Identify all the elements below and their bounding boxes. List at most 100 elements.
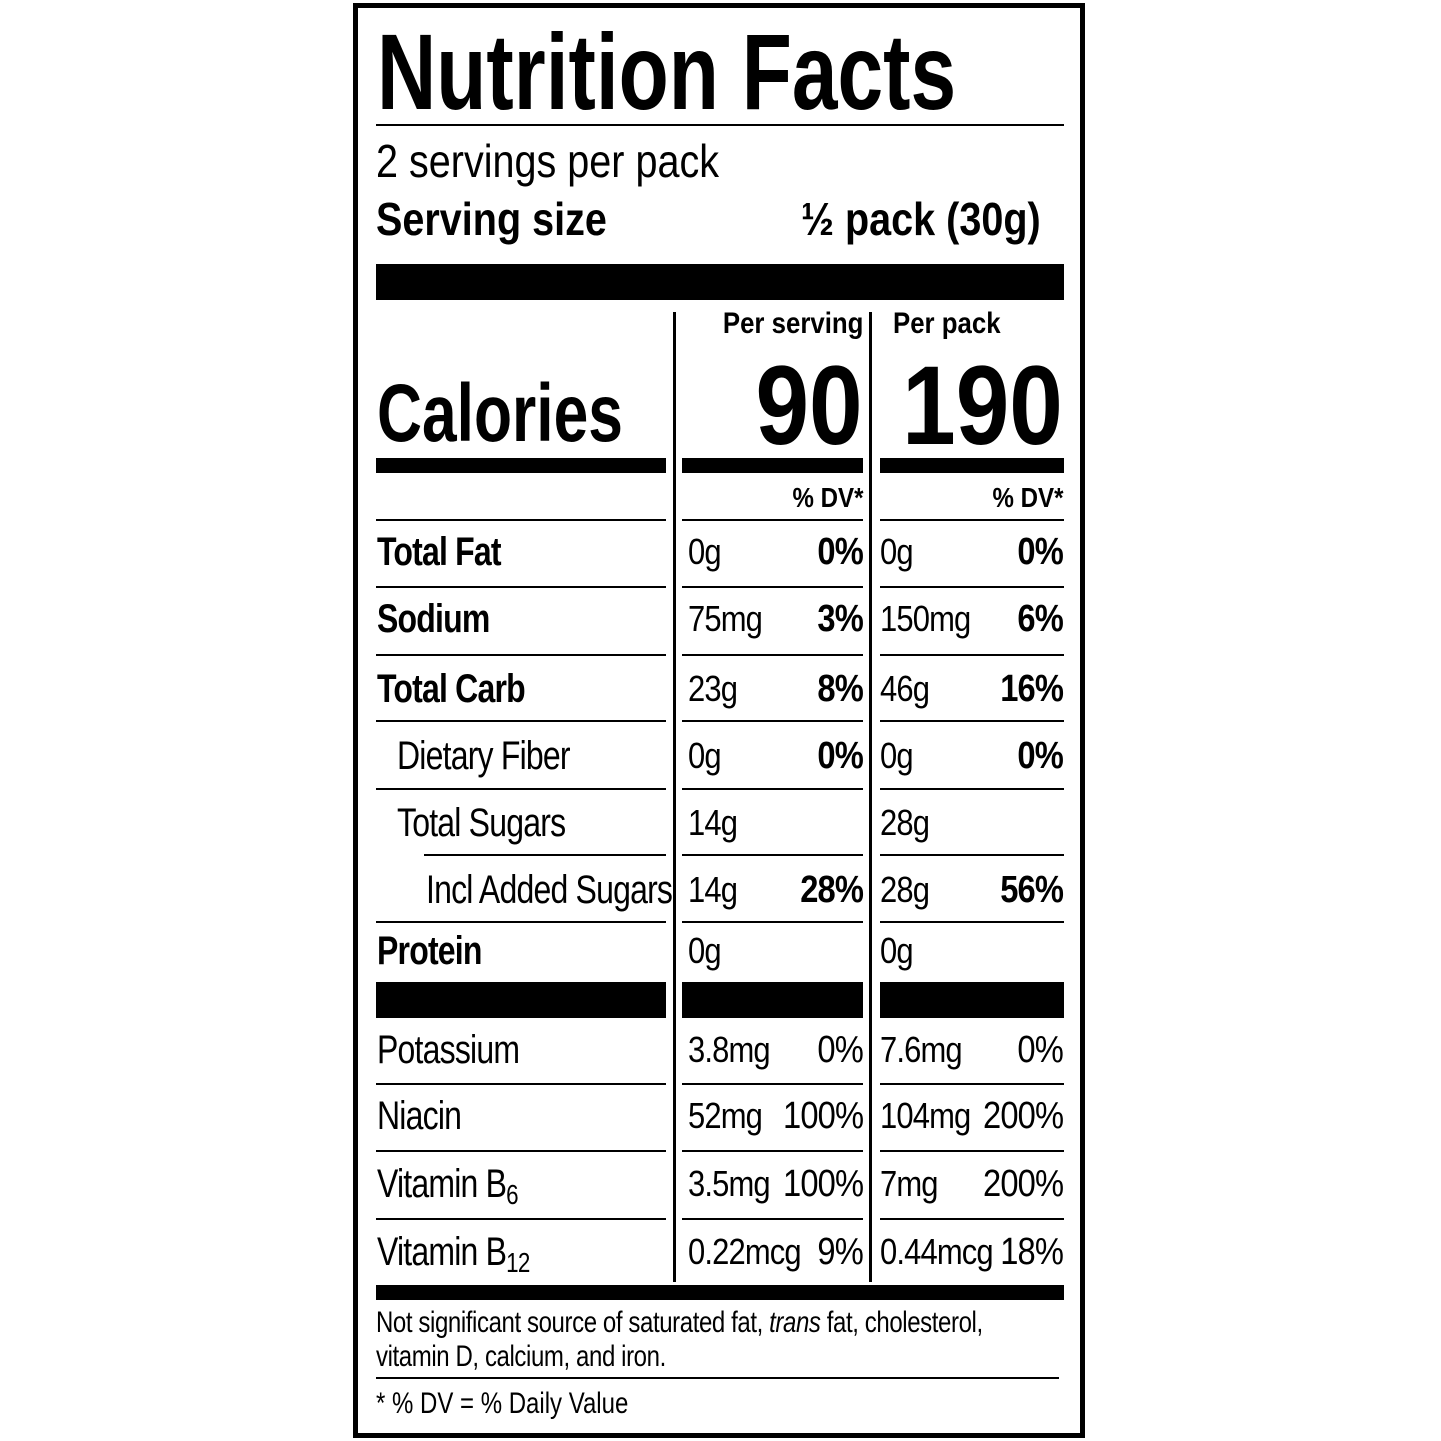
dv-header-text: % DV* xyxy=(992,482,1063,513)
serving-dv-text: 0% xyxy=(817,735,863,777)
pack-amount-text: 104mg xyxy=(880,1095,971,1136)
divider xyxy=(376,720,666,722)
divider xyxy=(880,720,1064,722)
serving-amount-text: 75mg xyxy=(688,598,763,639)
pack-amount-text: 0.44mcg xyxy=(880,1231,994,1272)
serving-amount: 52mg xyxy=(688,1098,774,1134)
serving-amount: 3.5mg xyxy=(688,1166,783,1202)
pack-amount-text: 28g xyxy=(880,802,930,843)
thick-divider xyxy=(376,264,1064,300)
serving-dv-text: 8% xyxy=(817,668,863,710)
serving-amount-text: 0g xyxy=(688,531,722,572)
nutrient-label: Sodium xyxy=(377,599,518,639)
serving-amount: 0g xyxy=(688,534,726,570)
pack-dv-text: 6% xyxy=(1017,598,1063,640)
pack-dv-text: 0% xyxy=(1017,1029,1063,1071)
serving-size-label-text: Serving size xyxy=(376,193,607,245)
serving-daily-value: 0% xyxy=(810,533,863,571)
serving-daily-value: 9% xyxy=(810,1233,863,1271)
pack-amount-text: 0g xyxy=(880,930,914,971)
serving-amount: 0g xyxy=(688,933,726,969)
vitamin-label: Potassium xyxy=(377,1030,555,1070)
dv-note-text: * % DV = % Daily Value xyxy=(376,1387,629,1420)
nutrient-label-text: Protein xyxy=(377,929,482,973)
serving-amount: 14g xyxy=(688,805,745,841)
serving-daily-value: 0% xyxy=(810,1031,863,1069)
thick-divider xyxy=(376,458,666,473)
pack-daily-value: 0% xyxy=(1010,533,1063,571)
per-pack-text: Per pack xyxy=(893,307,1001,340)
pack-amount-text: 150mg xyxy=(880,598,971,639)
dv-header-text: % DV* xyxy=(792,482,863,513)
pack-amount: 150mg xyxy=(880,601,985,637)
vitamin-label-text: Vitamin B xyxy=(377,1230,507,1274)
divider xyxy=(424,854,666,856)
serving-amount-text: 3.8mg xyxy=(688,1029,771,1070)
dv-note: * % DV = % Daily Value xyxy=(376,1389,691,1419)
serving-amount: 14g xyxy=(688,872,745,908)
pack-dv-text: 56% xyxy=(1000,869,1064,911)
divider xyxy=(682,921,863,923)
divider xyxy=(880,788,1064,790)
pack-daily-value: 16% xyxy=(990,668,1064,710)
vitamin-label-wrap: Niacin xyxy=(377,1094,462,1138)
per-serving-header: Per serving xyxy=(700,309,863,339)
vitamin-subscript: 12 xyxy=(506,1247,530,1278)
divider xyxy=(880,586,1064,588)
vitamin-label: Vitamin B12 xyxy=(377,1232,568,1277)
divider xyxy=(880,1218,1064,1220)
divider xyxy=(376,654,666,656)
pack-amount-text: 46g xyxy=(880,668,930,709)
calories-label-text: Calories xyxy=(377,368,623,459)
divider xyxy=(682,1083,863,1085)
divider xyxy=(376,124,1064,126)
serving-amount: 75mg xyxy=(688,601,774,637)
thick-divider xyxy=(376,1285,1064,1300)
serving-amount: 23g xyxy=(688,671,745,707)
serving-amount-text: 0.22mcg xyxy=(688,1231,802,1272)
servings-text: 2 servings per pack xyxy=(376,135,720,187)
vitamin-label-text: Vitamin B xyxy=(377,1162,507,1206)
footnote-line-1: Not significant source of saturated fat,… xyxy=(376,1308,1134,1338)
title-text: Nutrition Facts xyxy=(377,11,957,132)
nutrient-label: Dietary Fiber xyxy=(397,736,613,776)
pack-amount-text: 0g xyxy=(880,735,914,776)
pack-amount-text: 7.6mg xyxy=(880,1029,963,1070)
divider xyxy=(682,720,863,722)
serving-daily-value: 100% xyxy=(770,1165,864,1203)
serving-amount-text: 0g xyxy=(688,735,722,776)
divider xyxy=(682,519,863,521)
nutrient-label: Total Sugars xyxy=(397,803,607,843)
serving-dv-text: 3% xyxy=(817,598,863,640)
serving-size-value: ½ pack (30g) xyxy=(762,196,1041,242)
divider xyxy=(880,519,1064,521)
pack-dv-text: 16% xyxy=(1000,668,1064,710)
divider xyxy=(682,586,863,588)
per-serving-text: Per serving xyxy=(722,307,863,340)
divider xyxy=(376,1218,666,1220)
pack-dv-text: 0% xyxy=(1017,531,1063,573)
footnote-text: Not significant source of saturated fat, xyxy=(376,1306,770,1339)
serving-dv-text: 28% xyxy=(800,869,864,911)
pack-amount-text: 7mg xyxy=(880,1163,939,1204)
serving-daily-value: 3% xyxy=(810,600,863,638)
divider xyxy=(376,586,666,588)
pack-daily-value: 200% xyxy=(970,1095,1064,1137)
pack-amount: 0g xyxy=(880,738,918,774)
pack-amount: 28g xyxy=(880,872,937,908)
calories-serving-value: 90 xyxy=(755,343,863,468)
thick-divider xyxy=(682,458,863,473)
pack-dv-text: 200% xyxy=(982,1095,1064,1137)
serving-dv-text: 0% xyxy=(817,531,863,573)
pack-amount: 7mg xyxy=(880,1166,947,1202)
vitamin-label-text: Niacin xyxy=(377,1094,462,1138)
thick-divider xyxy=(880,458,1064,473)
nutrient-label-text: Dietary Fiber xyxy=(397,734,571,778)
pack-daily-value: 56% xyxy=(990,869,1064,911)
serving-daily-value: 100% xyxy=(770,1097,864,1135)
calories-per-pack: 190 xyxy=(876,350,1063,462)
pack-amount: 0g xyxy=(880,933,918,969)
divider xyxy=(376,1083,666,1085)
vitamin-label-wrap: Vitamin B6 xyxy=(377,1162,519,1209)
serving-daily-value: 0% xyxy=(810,737,863,775)
